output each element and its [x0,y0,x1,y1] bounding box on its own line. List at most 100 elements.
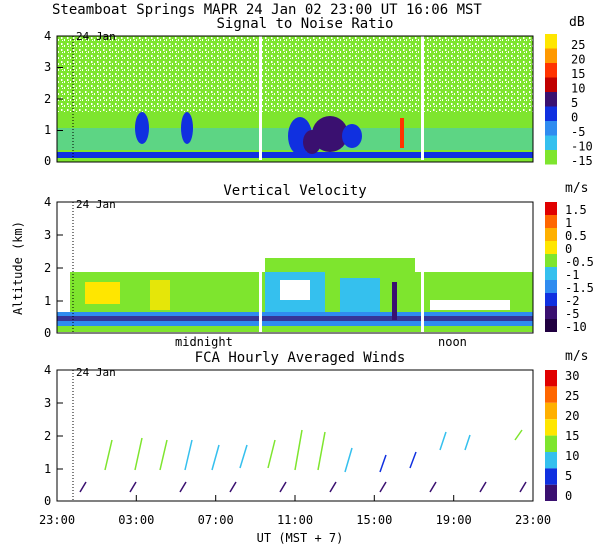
wind-barb [79,481,87,493]
winds-xaxis: 23:00 03:00 07:00 11:00 15:00 19:00 23:0… [39,495,551,545]
panel-winds: FCA Hourly Averaged Winds [39,349,589,545]
wind-barb [267,439,276,469]
vv-ytick-label: 0 [44,326,51,340]
snr-yaxis: 4 3 2 1 0 [44,29,63,168]
wind-barb [519,481,527,493]
winds-colorbar-label: 25 [565,389,579,403]
vv-gap-1 [259,202,262,332]
vv-colorbar-cell [545,280,557,293]
winds-colorbar-label: 30 [565,369,579,383]
snr-gap-2 [421,36,424,160]
wind-barb [179,481,187,493]
snr-colorbar-label: 25 [571,38,585,52]
vv-yaxis: 4 3 2 1 0 [44,195,63,340]
vv-colorbar-cell [545,241,557,254]
winds-colorbar-label: 15 [565,429,579,443]
winds-colorbar-cell [545,386,557,403]
wind-barb [184,439,193,471]
wind-barb [279,481,287,493]
winds-ytick-label: 1 [44,462,51,476]
winds-colorbar-label: 10 [565,449,579,463]
winds-colorbar-cell [545,435,557,452]
wind-barb [329,481,337,493]
panel-snr-title: Signal to Noise Ratio [216,16,393,32]
snr-noise-field [57,36,533,116]
winds-colorbar-cell [545,452,557,469]
snr-colorbar-unit: dB [569,15,585,30]
panel-snr: Signal to Noise Ratio 4 3 2 1 0 [44,15,593,168]
snr-ytick-label: 0 [44,154,51,168]
wind-barb [211,444,220,471]
wind-barb [409,451,417,469]
vv-noon-label: noon [438,335,467,349]
vv-colorbar-cell [545,267,557,280]
vv-colorbar: m/s 1.5 1 0.5 0 -0.5 -1 -1.5 -2 -5 -10 [545,181,594,334]
wind-barb [134,437,143,471]
snr-ytick-label: 1 [44,123,51,137]
wind-barb [439,431,447,451]
vv-streak [392,282,397,320]
winds-ytick-label: 2 [44,429,51,443]
wind-barb [317,431,326,471]
vv-colorbar-cell [545,293,557,306]
wind-barb [129,481,137,493]
snr-blob-5 [303,130,321,154]
panel-vv-title: Vertical Velocity [223,183,366,199]
winds-xtick-label: 03:00 [118,513,154,527]
vv-date-marker-label: 24 Jan [76,198,116,211]
winds-colorbar-label: 0 [565,489,572,503]
vv-colorbar-label: 0 [565,242,572,256]
wind-barb [464,434,471,451]
vv-colorbar-cell [545,202,557,215]
wind-barb [159,439,168,471]
wind-barb [379,481,387,493]
vv-colorbar-cell [545,254,557,267]
snr-ytick-label: 2 [44,92,51,106]
vv-colorbar-label: -5 [565,307,579,321]
vv-white-patch [430,300,510,310]
snr-colorbar-label: -15 [571,154,593,168]
vv-colorbar-label: 1.5 [565,203,587,217]
winds-colorbar-label: 20 [565,409,579,423]
vv-colorbar-label: -0.5 [565,255,594,269]
snr-ytick-label: 4 [44,29,51,43]
vv-ytick-label: 4 [44,195,51,209]
snr-colorbar-cell [545,48,557,63]
wind-barb [344,447,353,473]
winds-ytick-label: 3 [44,396,51,410]
winds-colorbar-unit: m/s [565,349,588,364]
snr-colorbar-cell [545,92,557,107]
snr-blob-1 [135,112,149,144]
snr-colorbar-label: 10 [571,82,585,96]
wind-barb [429,481,437,493]
wind-barbs [79,429,527,493]
vv-colorbar-label: -10 [565,320,587,334]
vv-gap-2 [421,202,424,332]
vv-colorbar-label: 1 [565,216,572,230]
panel-winds-title: FCA Hourly Averaged Winds [195,350,406,366]
vv-colorbar-cell [545,319,557,332]
snr-blue-base [57,152,533,158]
vv-ytick-label: 2 [44,261,51,275]
vv-colorbar-cell [545,215,557,228]
snr-colorbar-label: 5 [571,96,578,110]
winds-yaxis: 4 3 2 1 0 [44,363,63,508]
snr-colorbar: dB 25 20 15 10 5 0 -5 -10 -15 [545,15,593,168]
snr-blob-4 [312,116,348,152]
wind-barb [379,454,387,473]
wind-barb [229,481,237,493]
winds-ytick-label: 4 [44,363,51,377]
winds-xtick-label: 19:00 [436,513,472,527]
winds-colorbar-cell [545,468,557,485]
snr-date-marker-label: 24 Jan [76,30,116,43]
vv-yellow-patch [150,280,170,310]
vv-colorbar-cell [545,228,557,241]
winds-xlabel: UT (MST + 7) [257,531,344,545]
snr-heatmap [57,36,533,162]
winds-xtick-label: 07:00 [198,513,234,527]
snr-colorbar-label: 15 [571,67,585,81]
snr-colorbar-label: 20 [571,53,585,67]
wind-barb [514,429,523,441]
snr-blob-2 [181,112,193,144]
winds-colorbar-cell [545,484,557,501]
